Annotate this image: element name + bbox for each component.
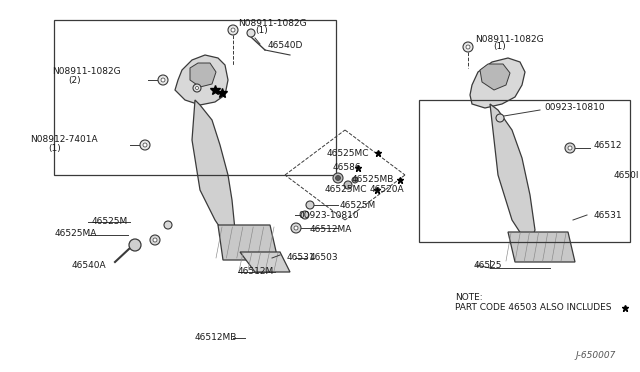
Text: 00923-10810: 00923-10810 bbox=[544, 103, 605, 112]
Circle shape bbox=[140, 140, 150, 150]
Circle shape bbox=[195, 87, 198, 90]
Text: 46512MA: 46512MA bbox=[310, 225, 353, 234]
Circle shape bbox=[333, 173, 343, 183]
Circle shape bbox=[129, 239, 141, 251]
Circle shape bbox=[158, 75, 168, 85]
Text: J-650007: J-650007 bbox=[575, 350, 616, 359]
Circle shape bbox=[463, 42, 473, 52]
Text: N08911-1082G: N08911-1082G bbox=[475, 35, 543, 45]
Text: N08911-1082G: N08911-1082G bbox=[52, 67, 120, 77]
Polygon shape bbox=[218, 225, 278, 260]
Circle shape bbox=[496, 114, 504, 122]
Circle shape bbox=[335, 176, 340, 180]
Text: 46503: 46503 bbox=[310, 253, 339, 263]
Circle shape bbox=[161, 78, 165, 82]
Text: 46531: 46531 bbox=[594, 211, 623, 219]
Text: 46525M: 46525M bbox=[92, 218, 128, 227]
Text: (1): (1) bbox=[48, 144, 61, 153]
Text: NOTE:: NOTE: bbox=[455, 294, 483, 302]
Text: 46520A: 46520A bbox=[370, 186, 404, 195]
Text: 46525MA: 46525MA bbox=[55, 228, 97, 237]
Text: (1): (1) bbox=[255, 26, 268, 35]
Text: (2): (2) bbox=[68, 76, 81, 84]
Text: 46512: 46512 bbox=[594, 141, 623, 150]
Text: (1): (1) bbox=[493, 42, 506, 51]
Circle shape bbox=[568, 146, 572, 150]
Text: 46540D: 46540D bbox=[268, 42, 303, 51]
Circle shape bbox=[193, 84, 201, 92]
Text: N08911-1082G: N08911-1082G bbox=[238, 19, 307, 29]
Polygon shape bbox=[508, 232, 575, 262]
Circle shape bbox=[231, 28, 235, 32]
Text: 46540A: 46540A bbox=[72, 260, 107, 269]
Text: 46525: 46525 bbox=[474, 260, 502, 269]
Circle shape bbox=[344, 181, 352, 189]
Circle shape bbox=[352, 177, 358, 183]
Text: PART CODE 46503 ALSO INCLUDES: PART CODE 46503 ALSO INCLUDES bbox=[455, 304, 611, 312]
Circle shape bbox=[247, 29, 255, 37]
Circle shape bbox=[294, 226, 298, 230]
Text: 46525M: 46525M bbox=[340, 201, 376, 209]
Circle shape bbox=[306, 201, 314, 209]
Text: 46512MB: 46512MB bbox=[195, 334, 237, 343]
Polygon shape bbox=[490, 104, 535, 240]
Text: 46525MC: 46525MC bbox=[325, 186, 367, 195]
Polygon shape bbox=[192, 100, 235, 235]
Text: 46525MB: 46525MB bbox=[352, 176, 394, 185]
Circle shape bbox=[143, 143, 147, 147]
Polygon shape bbox=[240, 252, 290, 272]
Circle shape bbox=[228, 25, 238, 35]
Circle shape bbox=[565, 143, 575, 153]
Text: 00923-10810: 00923-10810 bbox=[298, 212, 358, 221]
Circle shape bbox=[150, 235, 160, 245]
Text: 4650l: 4650l bbox=[614, 170, 639, 180]
Polygon shape bbox=[470, 58, 525, 108]
Text: N08912-7401A: N08912-7401A bbox=[30, 135, 98, 144]
Text: 46531: 46531 bbox=[287, 253, 316, 262]
Text: 46512M: 46512M bbox=[238, 267, 275, 276]
Text: 46525MC: 46525MC bbox=[327, 148, 369, 157]
Polygon shape bbox=[175, 55, 228, 105]
Circle shape bbox=[291, 223, 301, 233]
Polygon shape bbox=[190, 63, 216, 87]
Bar bbox=[54, 20, 336, 175]
Text: 46586: 46586 bbox=[333, 164, 362, 173]
Circle shape bbox=[153, 238, 157, 242]
Circle shape bbox=[301, 211, 309, 219]
Polygon shape bbox=[480, 64, 510, 90]
Bar bbox=[419, 100, 630, 242]
Circle shape bbox=[164, 221, 172, 229]
Circle shape bbox=[466, 45, 470, 49]
